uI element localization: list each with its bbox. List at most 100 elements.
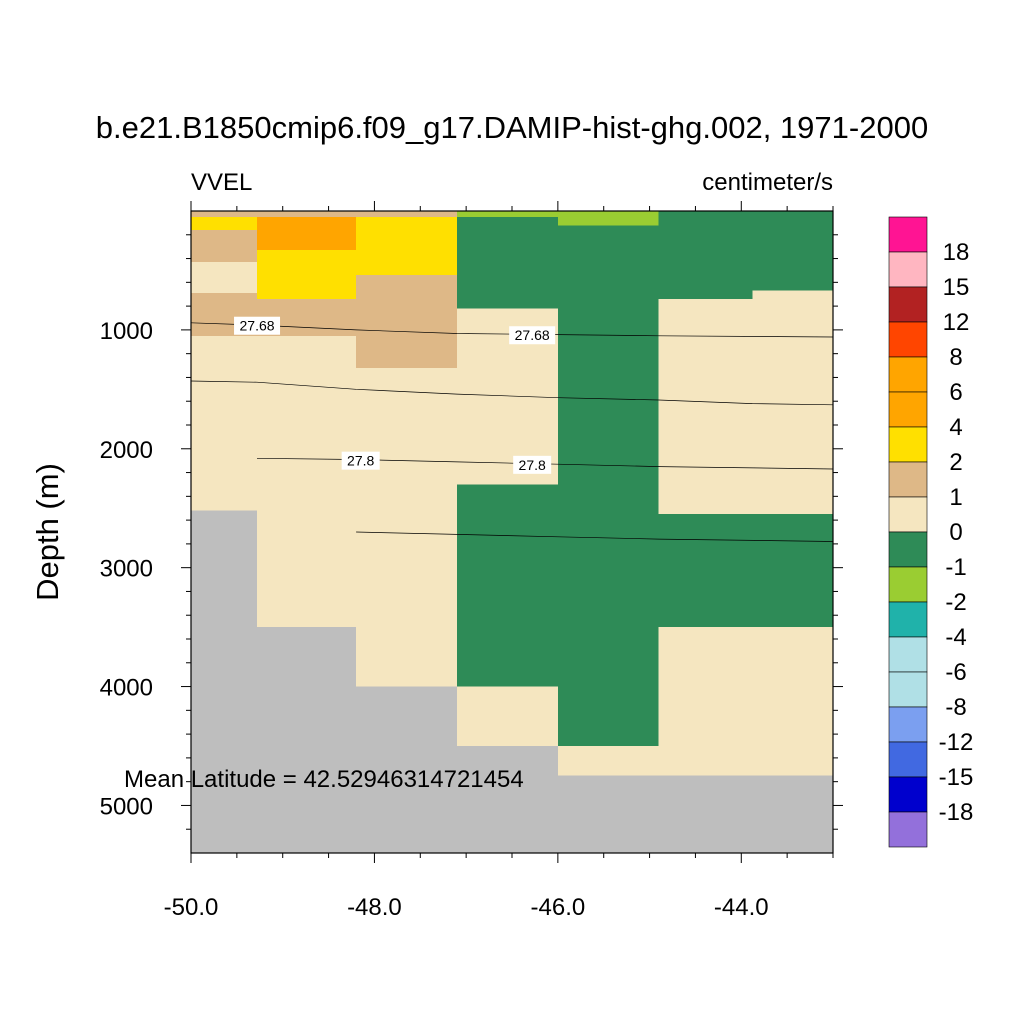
- missing-data-cell: [191, 510, 258, 853]
- y-axis-label: Depth (m): [30, 463, 65, 601]
- heatmap-cell: [456, 211, 558, 217]
- contour-label: 27.8: [519, 457, 546, 473]
- legend-swatch: [888, 531, 928, 568]
- heatmap-cell: [752, 514, 833, 628]
- legend-label: 2: [949, 449, 962, 476]
- legend-label: -1: [945, 554, 966, 581]
- legend-swatch: [888, 251, 928, 288]
- heatmap-cell: [658, 216, 753, 299]
- contour-layer: 27.68 27.68 27.8 27.8: [190, 316, 834, 542]
- heatmap-cell: [456, 686, 558, 746]
- heatmap-cell: [456, 216, 558, 309]
- legend-label: 0: [949, 519, 962, 546]
- heatmap-cell: [557, 211, 659, 226]
- contour-label: 27.8: [347, 453, 374, 469]
- heatmap-cell: [257, 335, 357, 628]
- legend-swatch: [888, 286, 928, 323]
- legend-swatch: [888, 601, 928, 638]
- x-tick-label: -50.0: [164, 894, 219, 921]
- legend-label: 1: [949, 484, 962, 511]
- heatmap-cell: [658, 627, 753, 776]
- contour-label-box: [513, 455, 552, 474]
- heatmap-cell: [557, 746, 659, 776]
- legend-swatch: [888, 321, 928, 358]
- heatmap-cell: [191, 230, 258, 263]
- heatmap-cell: [658, 298, 753, 515]
- legend-label: -6: [945, 659, 966, 686]
- legend-label: 4: [949, 414, 962, 441]
- legend-swatch: [888, 811, 928, 848]
- y-tick-label: 4000: [100, 675, 153, 702]
- contour-line: [256, 457, 834, 470]
- axis-ticks: -50.0 -48.0 -46.0 -44.0 1000 2000 3000 4000 5000: [100, 201, 843, 921]
- legend-label: -4: [945, 624, 966, 651]
- legend-swatch: [888, 391, 928, 428]
- units-label: centimeter/s: [702, 169, 833, 196]
- variable-name: VVEL: [191, 169, 252, 196]
- y-tick-label: 3000: [100, 556, 153, 583]
- x-tick-label: -46.0: [531, 894, 586, 921]
- heatmap-cell: [658, 514, 753, 628]
- missing-data-cell: [356, 686, 457, 853]
- heatmap-cell: [257, 250, 357, 299]
- legend-label: 15: [943, 274, 970, 301]
- contour-label-box: [341, 451, 380, 470]
- heatmap-cell: [191, 216, 258, 231]
- heatmap-cell: [658, 211, 753, 217]
- heatmap-cell: [191, 211, 258, 217]
- heatmap-cell: [557, 225, 659, 746]
- contour-label-box: [509, 326, 556, 345]
- missing-data-cell: [257, 627, 357, 853]
- legend-swatch: [888, 671, 928, 708]
- missing-data-cell: [456, 746, 558, 853]
- legend-label: -12: [939, 729, 974, 756]
- heatmap-cell: [191, 335, 258, 511]
- legend-swatch: [888, 776, 928, 813]
- contour-line: [356, 531, 834, 542]
- legend-swatch: [888, 216, 928, 253]
- contour-label: 27.68: [240, 318, 275, 334]
- contour-label: 27.68: [515, 327, 550, 343]
- legend-swatch: [888, 741, 928, 778]
- legend-label: 12: [943, 309, 970, 336]
- y-tick-label: 1000: [100, 318, 153, 345]
- legend-swatch: [888, 636, 928, 673]
- legend-label: 8: [949, 344, 962, 371]
- legend-swatch: [888, 426, 928, 463]
- missing-data-cell: [557, 775, 833, 853]
- contour-label-box: [234, 316, 281, 335]
- heatmap-cell: [191, 262, 258, 294]
- heatmap-cell: [356, 275, 457, 368]
- heatmap-cell: [356, 211, 457, 217]
- heatmap-cell: [257, 211, 357, 217]
- legend-label: 18: [943, 239, 970, 266]
- colorbar-legend: 18 15 12 8 6 4 2 1 0 -1 -2 -4 -6 -8 -12 -15 -18: [888, 216, 974, 848]
- x-tick-label: -44.0: [714, 894, 769, 921]
- contour-line: [190, 380, 834, 406]
- mean-latitude-annotation: Mean Latitude = 42.52946314721454: [124, 766, 524, 793]
- heatmap-cell: [356, 367, 457, 687]
- plot-area: [191, 211, 833, 853]
- heatmap-cell: [752, 627, 833, 776]
- legend-label: -8: [945, 694, 966, 721]
- legend-label: -15: [939, 764, 974, 791]
- y-tick-label: 5000: [100, 793, 153, 820]
- legend-label: -18: [939, 799, 974, 826]
- heatmap-cell: [356, 216, 457, 276]
- chart-title: b.e21.B1850cmip6.f09_g17.DAMIP-hist-ghg.…: [96, 110, 928, 145]
- legend-label: -2: [945, 589, 966, 616]
- heatmap-cell: [752, 290, 833, 515]
- x-tick-label: -48.0: [347, 894, 402, 921]
- legend-swatch: [888, 356, 928, 393]
- heatmap-cell: [752, 216, 833, 291]
- legend-swatch: [888, 566, 928, 603]
- heatmap-cell: [456, 484, 558, 687]
- legend-swatch: [888, 496, 928, 533]
- y-tick-label: 2000: [100, 437, 153, 464]
- heatmap-cell: [752, 211, 833, 217]
- legend-label: 6: [949, 379, 962, 406]
- heatmap-cell: [257, 216, 357, 251]
- legend-swatch: [888, 461, 928, 498]
- legend-swatch: [888, 706, 928, 743]
